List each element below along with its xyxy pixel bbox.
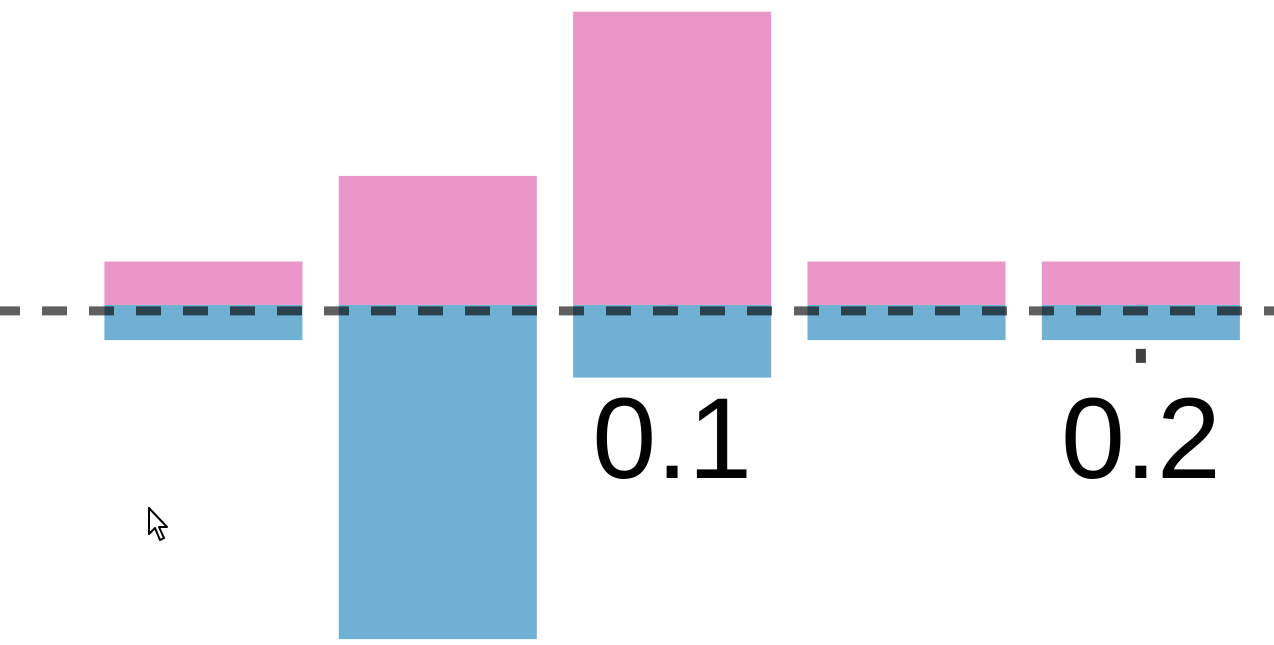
x-tick-label-1: 0.1 <box>592 375 752 503</box>
bars-layer <box>104 11 1240 640</box>
x-tick-label-2: 0.2 <box>1061 375 1221 503</box>
bar-series-1-4 <box>807 261 1006 305</box>
mouse-pointer-icon <box>148 507 168 541</box>
bar-series-1-2 <box>338 175 537 305</box>
bar-series-1-3 <box>573 11 772 305</box>
bar-series-1-1 <box>104 261 303 305</box>
bar-series-1-5 <box>1041 261 1240 305</box>
x-ticks: 0.1 0.2 <box>592 300 1221 503</box>
bar-series-2-2 <box>338 304 537 640</box>
bar-series-2-3 <box>573 304 772 378</box>
